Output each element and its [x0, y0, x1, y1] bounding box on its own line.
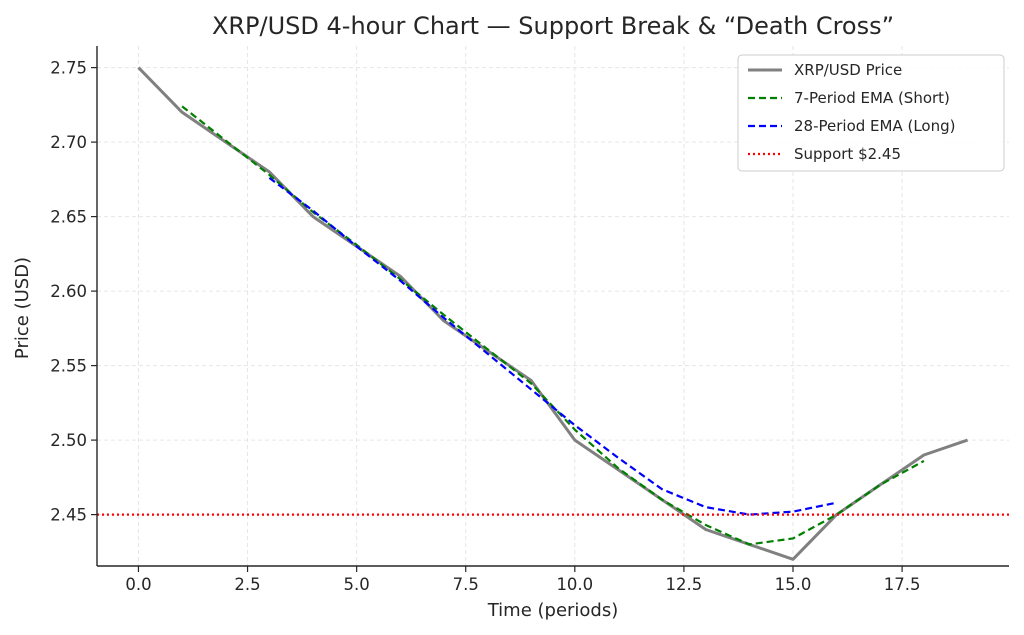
x-axis-label: Time (periods) [487, 600, 619, 621]
x-tick-label: 12.5 [666, 575, 703, 594]
legend-label: 28-Period EMA (Long) [794, 117, 956, 135]
legend-label: XRP/USD Price [794, 61, 902, 79]
y-tick-label: 2.65 [50, 208, 87, 227]
plot-lines [97, 66, 1009, 561]
y-tick-label: 2.70 [50, 133, 87, 152]
y-tick-label: 2.75 [50, 59, 87, 78]
legend: XRP/USD Price 7-Period EMA (Short) 28-Peri… [737, 54, 1005, 172]
legend-label: Support $2.45 [794, 145, 901, 163]
series-line-1 [181, 105, 925, 546]
x-tick-label: 15.0 [775, 575, 812, 594]
chart-title: XRP/USD 4-hour Chart — Support Break & “… [212, 12, 894, 40]
series-line-2 [268, 176, 837, 516]
y-tick-label: 2.55 [50, 357, 87, 376]
axes: 0.0 2.5 5.0 7.5 10.0 12.5 15.0 17.5 2.45 2.50 2.55… [50, 46, 1009, 594]
x-tick-label: 7.5 [453, 575, 479, 594]
y-tick-label: 2.50 [50, 431, 87, 450]
legend-label: 7-Period EMA (Short) [794, 89, 950, 107]
x-tick-label: 2.5 [234, 575, 260, 594]
y-tick-label: 2.60 [50, 282, 87, 301]
y-tick-label: 2.45 [50, 506, 87, 525]
x-tick-label: 0.0 [125, 575, 151, 594]
y-axis-label: Price (USD) [12, 257, 33, 359]
legend-box [737, 54, 1005, 172]
x-tick-label: 10.0 [556, 575, 593, 594]
x-tick-label: 5.0 [344, 575, 370, 594]
series-line-0 [137, 66, 969, 561]
x-tick-label: 17.5 [884, 575, 921, 594]
